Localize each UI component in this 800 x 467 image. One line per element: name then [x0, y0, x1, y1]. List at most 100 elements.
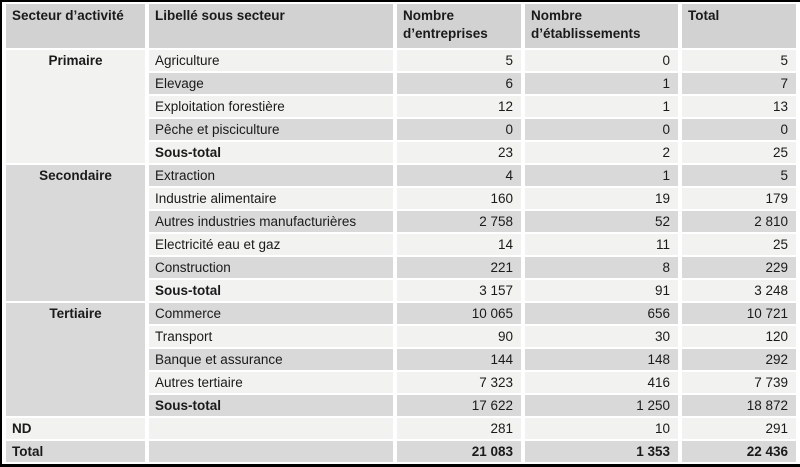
value-cell: 1 353 — [525, 441, 678, 462]
value-cell: 5 — [682, 50, 796, 71]
table-row: Construction 221 8 229 — [6, 257, 796, 278]
sector-cell-total: Total — [6, 441, 145, 462]
column-header-secteur: Secteur d’activité — [6, 4, 145, 48]
sublabel-cell: Exploitation forestière — [149, 96, 393, 117]
subtotal-label-cell: Sous-total — [149, 280, 393, 301]
value-cell: 7 — [682, 73, 796, 94]
value-cell: 1 — [525, 96, 678, 117]
sublabel-cell: Pêche et pisciculture — [149, 119, 393, 140]
empty-cell — [149, 441, 393, 462]
column-header-total: Total — [682, 4, 796, 48]
sector-cell-primaire: Primaire — [6, 50, 145, 163]
value-cell: 17 622 — [397, 395, 521, 416]
table-row: Banque et assurance 144 148 292 — [6, 349, 796, 370]
nd-row: ND 281 10 291 — [6, 418, 796, 439]
value-cell: 292 — [682, 349, 796, 370]
value-cell: 23 — [397, 142, 521, 163]
value-cell: 1 — [525, 165, 678, 186]
value-cell: 4 — [397, 165, 521, 186]
value-cell: 144 — [397, 349, 521, 370]
table-row: Exploitation forestière 12 1 13 — [6, 96, 796, 117]
table-row: Autres tertiaire 7 323 416 7 739 — [6, 372, 796, 393]
value-cell: 5 — [397, 50, 521, 71]
sublabel-cell: Construction — [149, 257, 393, 278]
column-header-entreprises: Nombre d’entreprises — [397, 4, 521, 48]
value-cell: 6 — [397, 73, 521, 94]
value-cell: 2 758 — [397, 211, 521, 232]
value-cell: 0 — [397, 119, 521, 140]
value-cell: 90 — [397, 326, 521, 347]
sublabel-cell: Transport — [149, 326, 393, 347]
value-cell: 91 — [525, 280, 678, 301]
sublabel-cell: Banque et assurance — [149, 349, 393, 370]
table-row: Industrie alimentaire 160 19 179 — [6, 188, 796, 209]
value-cell: 30 — [525, 326, 678, 347]
sublabel-cell: Commerce — [149, 303, 393, 324]
value-cell: 1 — [525, 73, 678, 94]
value-cell: 10 721 — [682, 303, 796, 324]
value-cell: 25 — [682, 234, 796, 255]
value-cell: 21 083 — [397, 441, 521, 462]
sublabel-cell: Elevage — [149, 73, 393, 94]
subtotal-row: Sous-total 17 622 1 250 18 872 — [6, 395, 796, 416]
value-cell: 7 739 — [682, 372, 796, 393]
column-header-etablissements: Nombre d’établissements — [525, 4, 678, 48]
value-cell: 160 — [397, 188, 521, 209]
value-cell: 0 — [682, 119, 796, 140]
subtotal-label-cell: Sous-total — [149, 142, 393, 163]
table-row: Autres industries manufacturières 2 758 … — [6, 211, 796, 232]
table-row: Elevage 6 1 7 — [6, 73, 796, 94]
value-cell: 229 — [682, 257, 796, 278]
value-cell: 22 436 — [682, 441, 796, 462]
empty-cell — [149, 418, 393, 439]
value-cell: 148 — [525, 349, 678, 370]
column-header-libelle: Libellé sous secteur — [149, 4, 393, 48]
table-row: Tertiaire Commerce 10 065 656 10 721 — [6, 303, 796, 416]
subtotal-label-cell: Sous-total — [149, 395, 393, 416]
subtotal-row: Sous-total 3 157 91 3 248 — [6, 280, 796, 301]
value-cell: 11 — [525, 234, 678, 255]
value-cell: 13 — [682, 96, 796, 117]
value-cell: 3 248 — [682, 280, 796, 301]
sublabel-cell: Autres industries manufacturières — [149, 211, 393, 232]
header-row: Secteur d’activité Libellé sous secteur … — [6, 4, 796, 48]
sector-cell-nd: ND — [6, 418, 145, 439]
grand-total-row: Total 21 083 1 353 22 436 — [6, 441, 796, 462]
table-row: Electricité eau et gaz 14 11 25 — [6, 234, 796, 255]
value-cell: 291 — [682, 418, 796, 439]
sector-cell-secondaire: Secondaire — [6, 165, 145, 301]
value-cell: 18 872 — [682, 395, 796, 416]
value-cell: 2 810 — [682, 211, 796, 232]
table-row: Pêche et pisciculture 0 0 0 — [6, 119, 796, 140]
value-cell: 221 — [397, 257, 521, 278]
sublabel-cell: Autres tertiaire — [149, 372, 393, 393]
value-cell: 25 — [682, 142, 796, 163]
value-cell: 1 250 — [525, 395, 678, 416]
value-cell: 7 323 — [397, 372, 521, 393]
value-cell: 52 — [525, 211, 678, 232]
value-cell: 3 157 — [397, 280, 521, 301]
value-cell: 416 — [525, 372, 678, 393]
value-cell: 2 — [525, 142, 678, 163]
value-cell: 120 — [682, 326, 796, 347]
sublabel-cell: Extraction — [149, 165, 393, 186]
table-row: Primaire Agriculture 5 0 5 — [6, 50, 796, 163]
value-cell: 0 — [525, 119, 678, 140]
value-cell: 12 — [397, 96, 521, 117]
value-cell: 281 — [397, 418, 521, 439]
table-row: Secondaire Extraction 4 1 5 — [6, 165, 796, 301]
sector-cell-tertiaire: Tertiaire — [6, 303, 145, 416]
sublabel-cell: Agriculture — [149, 50, 393, 71]
sublabel-cell: Electricité eau et gaz — [149, 234, 393, 255]
table-row: Transport 90 30 120 — [6, 326, 796, 347]
value-cell: 19 — [525, 188, 678, 209]
value-cell: 656 — [525, 303, 678, 324]
value-cell: 10 065 — [397, 303, 521, 324]
value-cell: 5 — [682, 165, 796, 186]
value-cell: 10 — [525, 418, 678, 439]
value-cell: 8 — [525, 257, 678, 278]
value-cell: 0 — [525, 50, 678, 71]
subtotal-row: Sous-total 23 2 25 — [6, 142, 796, 163]
value-cell: 14 — [397, 234, 521, 255]
